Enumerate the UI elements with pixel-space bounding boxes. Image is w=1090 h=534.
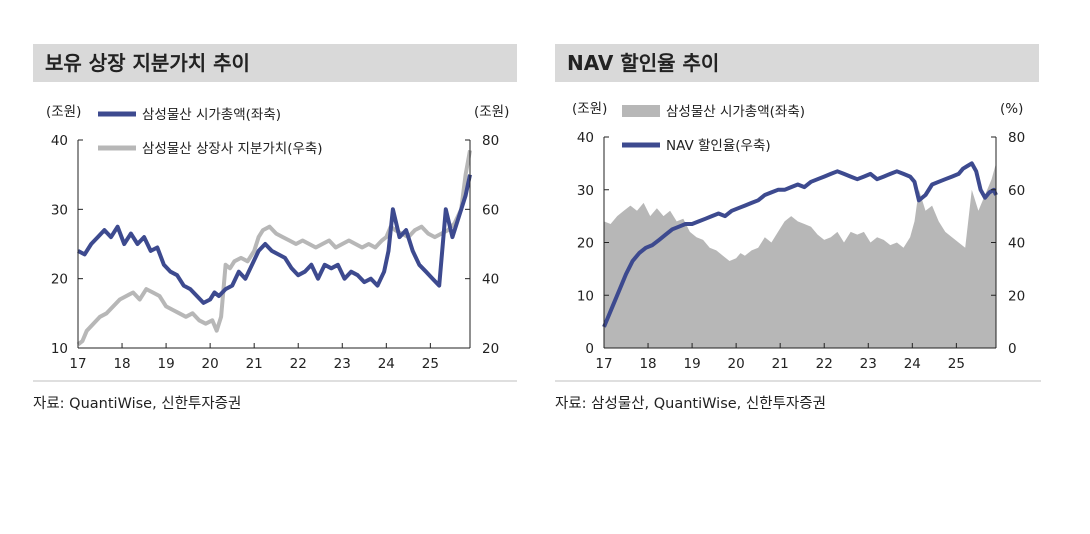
x-tick-label: 24 [378, 356, 395, 372]
chart-panel-right: NAV 할인율 추이 (조원) (%) 0 10 20 30 40 0 20 40 60 80 17 18… [545, 0, 1090, 534]
chart-panel-left: 보유 상장 지분가치 추이 (조원) (조원) 10 20 30 40 20 40 60 80 17… [33, 44, 517, 412]
left-tick-label: 20 [51, 272, 68, 288]
legend-swatch [622, 105, 660, 117]
x-tick-label: 22 [290, 356, 307, 372]
left-tick-label: 30 [51, 202, 68, 218]
right-tick-label: 80 [482, 133, 499, 149]
x-tick-label: 18 [113, 356, 130, 372]
x-tick-label: 17 [69, 356, 86, 372]
legend-label: 삼성물산 시가총액(좌축) [666, 104, 805, 120]
right-tick-label: 80 [1008, 130, 1025, 146]
x-tick-label: 22 [816, 356, 833, 372]
left-axis-unit: (조원) [572, 101, 607, 117]
left-tick-label: 40 [577, 130, 594, 146]
x-tick-label: 25 [422, 356, 439, 372]
chart-title-right: NAV 할인율 추이 [555, 44, 1039, 82]
right-tick-label: 60 [482, 202, 499, 218]
legend-label: NAV 할인율(우축) [666, 138, 771, 154]
chart-left-svg: (조원) (조원) 10 20 30 40 20 40 60 80 17 18 19 20 21 22 23 24… [33, 104, 517, 382]
source-note-right: 자료: 삼성물산, QuantiWise, 신한투자증권 [555, 396, 826, 412]
series-line-1 [602, 161, 998, 328]
x-tick-label: 18 [639, 356, 656, 372]
left-tick-label: 20 [577, 236, 594, 252]
x-tick-label: 24 [904, 356, 921, 372]
right-tick-label: 20 [482, 341, 499, 357]
x-tick-label: 23 [860, 356, 877, 372]
right-tick-label: 40 [1008, 236, 1025, 252]
x-tick-label: 20 [728, 356, 745, 372]
x-tick-label: 17 [595, 356, 612, 372]
left-axis-unit: (조원) [46, 104, 81, 120]
right-axis-unit: (조원) [474, 104, 509, 120]
right-tick-label: 40 [482, 272, 499, 288]
x-tick-label: 21 [772, 356, 789, 372]
right-tick-label: 60 [1008, 183, 1025, 199]
legend-label: 삼성물산 상장사 지분가치(우축) [142, 141, 323, 157]
x-tick-label: 19 [683, 356, 700, 372]
x-tick-label: 19 [157, 356, 174, 372]
x-tick-label: 21 [246, 356, 263, 372]
series-area-0 [604, 163, 996, 348]
left-tick-label: 0 [585, 341, 594, 357]
left-tick-label: 10 [577, 288, 594, 304]
x-tick-label: 25 [948, 356, 965, 372]
source-note-left: 자료: QuantiWise, 신한투자증권 [33, 396, 242, 412]
chart-right-svg: (조원) (%) 0 10 20 30 40 0 20 40 60 80 17 18 19 20 21 22 23 2… [555, 101, 1041, 382]
x-tick-label: 20 [202, 356, 219, 372]
legend-label: 삼성물산 시가총액(좌축) [142, 107, 281, 123]
series-line-0 [77, 174, 472, 305]
right-tick-label: 20 [1008, 288, 1025, 304]
right-tick-label: 0 [1008, 341, 1017, 357]
right-axis-unit: (%) [1000, 101, 1023, 117]
chart-title-left: 보유 상장 지분가치 추이 [33, 44, 517, 82]
left-tick-label: 30 [577, 183, 594, 199]
left-tick-label: 40 [51, 133, 68, 149]
left-tick-label: 10 [51, 341, 68, 357]
x-tick-label: 23 [334, 356, 351, 372]
